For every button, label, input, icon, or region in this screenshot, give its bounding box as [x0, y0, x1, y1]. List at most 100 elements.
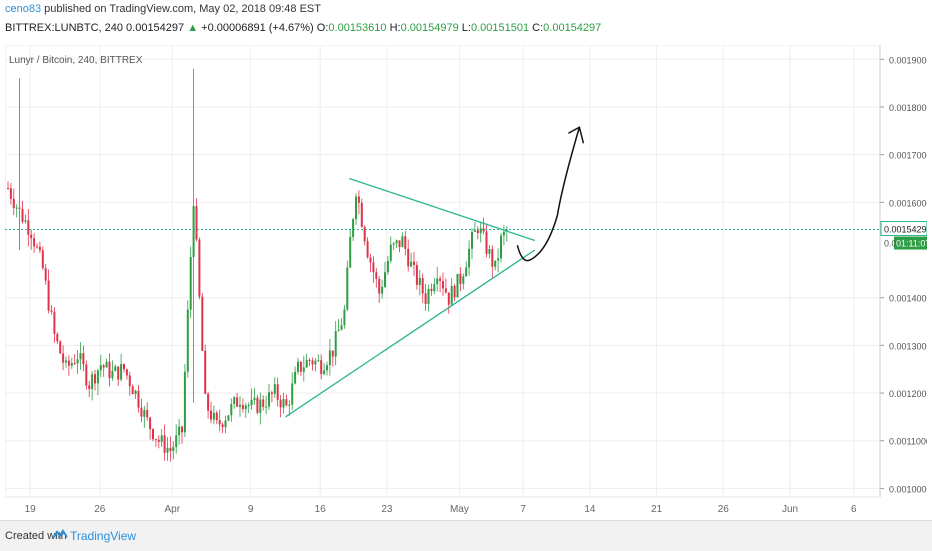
candle[interactable]	[230, 403, 233, 416]
candle[interactable]	[413, 261, 415, 265]
candle[interactable]	[334, 331, 337, 357]
candle[interactable]	[59, 341, 62, 354]
candle[interactable]	[204, 350, 207, 394]
candle[interactable]	[497, 258, 500, 261]
candle[interactable]	[442, 281, 444, 289]
candle[interactable]	[91, 374, 94, 389]
candle[interactable]	[453, 285, 456, 298]
candle[interactable]	[53, 311, 56, 334]
candle[interactable]	[418, 278, 421, 285]
candle[interactable]	[27, 220, 30, 235]
candle[interactable]	[450, 285, 453, 305]
candle[interactable]	[215, 412, 218, 421]
candle[interactable]	[288, 404, 291, 406]
candle[interactable]	[439, 278, 442, 282]
candle[interactable]	[210, 410, 212, 420]
candle[interactable]	[244, 405, 247, 410]
candle[interactable]	[479, 228, 482, 234]
candle[interactable]	[96, 370, 99, 384]
candle[interactable]	[369, 257, 372, 263]
candle[interactable]	[331, 350, 334, 357]
candle[interactable]	[201, 296, 204, 351]
candle[interactable]	[7, 188, 9, 190]
candle[interactable]	[212, 412, 215, 420]
candle[interactable]	[389, 244, 392, 261]
candle[interactable]	[323, 370, 326, 374]
candle[interactable]	[291, 383, 294, 405]
candle[interactable]	[476, 230, 479, 234]
candle[interactable]	[146, 409, 149, 418]
candle[interactable]	[183, 371, 186, 433]
candle[interactable]	[360, 202, 363, 227]
candle[interactable]	[181, 426, 183, 433]
tradingview-brand-link[interactable]: TradingView	[70, 529, 137, 543]
candle[interactable]	[378, 278, 381, 294]
candle[interactable]	[114, 366, 117, 371]
candle[interactable]	[140, 407, 143, 417]
candle[interactable]	[47, 280, 50, 311]
candle[interactable]	[456, 273, 459, 298]
candle[interactable]	[265, 406, 268, 408]
candle[interactable]	[282, 399, 285, 408]
candle[interactable]	[421, 278, 424, 294]
candle[interactable]	[224, 420, 227, 428]
candle[interactable]	[149, 417, 152, 430]
candle[interactable]	[500, 235, 502, 259]
candle[interactable]	[44, 268, 47, 281]
candle[interactable]	[33, 238, 36, 247]
candle[interactable]	[143, 409, 146, 417]
candle[interactable]	[195, 206, 198, 240]
candle[interactable]	[326, 365, 328, 371]
candle[interactable]	[447, 292, 450, 305]
candle[interactable]	[433, 284, 436, 292]
candle[interactable]	[166, 447, 169, 453]
candle[interactable]	[273, 384, 276, 394]
candle[interactable]	[102, 365, 105, 368]
candle[interactable]	[38, 246, 41, 251]
candle[interactable]	[108, 361, 111, 379]
candle[interactable]	[462, 276, 465, 284]
candle[interactable]	[99, 365, 102, 371]
candle[interactable]	[18, 207, 21, 209]
price-chart[interactable]: 1926Apr91623May7142126Jun60.001900000.00…	[5, 45, 927, 520]
candle[interactable]	[392, 243, 395, 245]
candle[interactable]	[305, 359, 308, 368]
candle[interactable]	[175, 435, 178, 448]
candle[interactable]	[36, 246, 38, 248]
candle[interactable]	[189, 257, 192, 310]
candle[interactable]	[15, 207, 18, 209]
trendline-lower[interactable]	[285, 249, 536, 418]
candle[interactable]	[372, 262, 375, 273]
candle[interactable]	[56, 333, 59, 342]
trendline-upper[interactable]	[348, 177, 536, 242]
candle[interactable]	[468, 248, 471, 268]
candle[interactable]	[221, 424, 224, 428]
candle[interactable]	[111, 370, 114, 379]
candle[interactable]	[250, 399, 253, 406]
candle[interactable]	[430, 288, 433, 292]
candle[interactable]	[302, 367, 305, 372]
candle[interactable]	[473, 230, 476, 232]
candle[interactable]	[485, 231, 488, 254]
candle[interactable]	[9, 188, 12, 199]
candle[interactable]	[125, 369, 128, 376]
candle[interactable]	[349, 237, 352, 268]
candle[interactable]	[384, 272, 386, 287]
candle[interactable]	[386, 260, 389, 273]
candle[interactable]	[241, 404, 244, 410]
candle[interactable]	[21, 208, 24, 222]
candle[interactable]	[207, 393, 210, 411]
candle[interactable]	[340, 325, 343, 330]
candle[interactable]	[346, 267, 349, 310]
candle[interactable]	[94, 374, 96, 384]
candle[interactable]	[488, 249, 491, 254]
candle[interactable]	[117, 366, 120, 380]
candle[interactable]	[253, 397, 256, 400]
candle[interactable]	[218, 420, 221, 425]
candle[interactable]	[337, 329, 340, 332]
candle[interactable]	[328, 350, 331, 366]
candle[interactable]	[134, 390, 137, 395]
author-link[interactable]: ceno83	[5, 3, 42, 15]
candle[interactable]	[363, 226, 366, 242]
candle[interactable]	[67, 360, 70, 366]
